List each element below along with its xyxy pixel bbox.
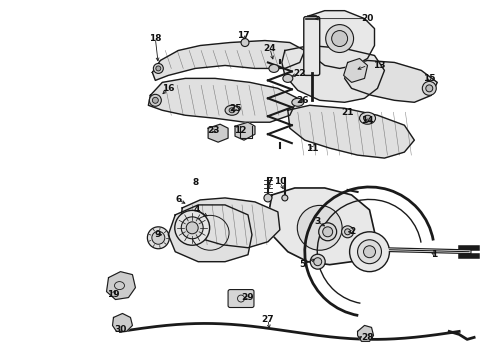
Ellipse shape: [153, 63, 163, 73]
Ellipse shape: [426, 85, 433, 92]
Text: 2: 2: [349, 227, 356, 236]
Ellipse shape: [364, 115, 371, 121]
Text: 15: 15: [423, 74, 436, 83]
Ellipse shape: [360, 112, 375, 124]
Text: 1: 1: [431, 250, 438, 259]
Text: 19: 19: [107, 290, 120, 299]
Polygon shape: [180, 198, 280, 248]
Ellipse shape: [297, 206, 342, 250]
Ellipse shape: [358, 240, 382, 264]
Text: 20: 20: [361, 14, 374, 23]
Ellipse shape: [332, 31, 347, 46]
Text: 27: 27: [262, 315, 274, 324]
Ellipse shape: [283, 75, 293, 82]
Text: 5: 5: [300, 260, 306, 269]
Text: 10: 10: [274, 177, 286, 186]
Ellipse shape: [147, 227, 169, 249]
Text: 8: 8: [192, 179, 198, 188]
Text: 6: 6: [175, 195, 181, 204]
Ellipse shape: [229, 108, 235, 113]
Polygon shape: [148, 78, 298, 122]
Text: 18: 18: [149, 34, 162, 43]
Ellipse shape: [175, 210, 210, 245]
Text: 7: 7: [267, 177, 273, 186]
Text: 29: 29: [242, 293, 254, 302]
Polygon shape: [113, 314, 132, 332]
Text: 26: 26: [296, 96, 309, 105]
Ellipse shape: [326, 24, 354, 53]
Ellipse shape: [342, 226, 354, 238]
Text: 16: 16: [162, 84, 174, 93]
Ellipse shape: [225, 105, 239, 115]
Ellipse shape: [310, 254, 325, 269]
Text: 23: 23: [207, 126, 220, 135]
Ellipse shape: [152, 97, 158, 103]
Ellipse shape: [152, 231, 165, 244]
FancyBboxPatch shape: [228, 289, 254, 307]
Polygon shape: [358, 325, 373, 341]
Polygon shape: [268, 188, 374, 265]
Text: 30: 30: [114, 325, 127, 334]
Text: 24: 24: [264, 44, 276, 53]
Ellipse shape: [186, 222, 198, 234]
Text: 3: 3: [315, 217, 321, 226]
Ellipse shape: [282, 195, 288, 201]
Text: 28: 28: [361, 333, 374, 342]
Text: 9: 9: [154, 230, 161, 239]
Text: 21: 21: [342, 108, 354, 117]
Polygon shape: [305, 11, 374, 68]
Ellipse shape: [264, 194, 272, 202]
Ellipse shape: [314, 258, 322, 266]
Polygon shape: [235, 122, 255, 140]
Text: 22: 22: [294, 69, 306, 78]
Text: 12: 12: [234, 126, 246, 135]
Polygon shape: [208, 124, 228, 142]
Ellipse shape: [422, 81, 436, 95]
Ellipse shape: [181, 217, 203, 239]
Polygon shape: [343, 58, 368, 82]
Polygon shape: [288, 105, 415, 158]
Text: 11: 11: [306, 144, 319, 153]
Ellipse shape: [241, 39, 249, 46]
Ellipse shape: [269, 64, 279, 72]
Ellipse shape: [156, 66, 161, 71]
Text: 25: 25: [229, 104, 241, 113]
Text: 14: 14: [361, 116, 374, 125]
Polygon shape: [168, 205, 252, 262]
Text: 4: 4: [194, 206, 200, 215]
Ellipse shape: [364, 246, 375, 258]
Polygon shape: [106, 272, 135, 300]
Ellipse shape: [344, 229, 350, 235]
Polygon shape: [152, 41, 305, 80]
Ellipse shape: [318, 223, 337, 241]
Ellipse shape: [323, 227, 333, 237]
FancyBboxPatch shape: [304, 17, 319, 75]
Polygon shape: [282, 45, 385, 102]
Polygon shape: [344, 60, 437, 102]
Text: 17: 17: [237, 31, 249, 40]
Text: 13: 13: [373, 61, 386, 70]
Ellipse shape: [292, 98, 304, 106]
Ellipse shape: [349, 232, 390, 272]
Ellipse shape: [149, 94, 161, 106]
